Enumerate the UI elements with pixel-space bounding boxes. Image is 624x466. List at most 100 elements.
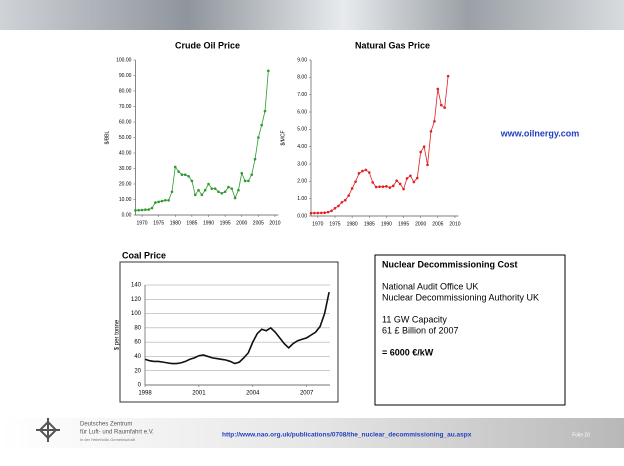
data-point bbox=[137, 208, 141, 212]
y-tick-label: 60 bbox=[134, 340, 141, 346]
data-point bbox=[203, 188, 207, 192]
y-tick-label: 100.00 bbox=[116, 57, 132, 63]
y-tick-label: 8.00 bbox=[297, 75, 307, 81]
y-tick-label: 10.00 bbox=[119, 197, 132, 203]
data-point bbox=[193, 193, 197, 197]
slide-number: Folie 20 bbox=[572, 432, 590, 438]
website: www.oilnergy.com bbox=[500, 128, 580, 138]
data-point bbox=[374, 185, 378, 189]
y-tick-label: 100 bbox=[131, 311, 142, 317]
x-tick-label: 2000 bbox=[415, 221, 426, 227]
x-tick-label: 1975 bbox=[329, 221, 340, 227]
data-point bbox=[250, 173, 254, 176]
nuclear-line: National Audit Office UK bbox=[382, 281, 478, 291]
data-point bbox=[257, 136, 260, 139]
data-point bbox=[436, 87, 440, 91]
header-band bbox=[0, 0, 624, 30]
data-point bbox=[230, 187, 234, 190]
data-point bbox=[412, 180, 416, 184]
data-point bbox=[253, 157, 257, 161]
x-tick-label: 1980 bbox=[347, 221, 358, 227]
data-point bbox=[398, 182, 402, 186]
y-tick-label: 90.00 bbox=[119, 73, 132, 79]
data-point bbox=[220, 192, 224, 195]
data-point bbox=[388, 186, 392, 189]
data-point bbox=[439, 103, 443, 107]
data-point bbox=[237, 188, 240, 192]
nuclear-line: Nuclear Decommissioning Authority UK bbox=[382, 292, 539, 302]
data-point bbox=[405, 177, 409, 180]
x-tick-label: 1998 bbox=[138, 391, 152, 397]
data-point bbox=[177, 170, 180, 173]
axes bbox=[135, 60, 279, 216]
x-tick-label: 1995 bbox=[398, 221, 409, 227]
data-point bbox=[140, 208, 144, 212]
y-tick-label: 80 bbox=[134, 325, 141, 331]
x-tick-label: 1970 bbox=[312, 221, 323, 227]
y-tick-label: 1.00 bbox=[297, 196, 307, 202]
y-tick-label: 40 bbox=[134, 354, 141, 360]
data-point bbox=[154, 201, 157, 204]
data-point bbox=[223, 190, 227, 194]
data-point bbox=[173, 165, 177, 169]
org-line: in der Helmholtz-Gemeinschaft bbox=[80, 437, 136, 442]
data-point bbox=[340, 201, 344, 204]
x-tick-label: 2007 bbox=[300, 391, 314, 397]
data-point bbox=[144, 208, 147, 212]
data-point bbox=[378, 185, 381, 189]
data-point bbox=[371, 181, 375, 184]
data-point bbox=[190, 179, 194, 183]
y-tick-label: 0.00 bbox=[297, 213, 307, 219]
y-tick-label: 3.00 bbox=[297, 161, 307, 167]
data-point bbox=[426, 163, 429, 167]
data-point bbox=[354, 180, 357, 183]
data-point bbox=[367, 171, 371, 174]
data-point bbox=[409, 174, 412, 178]
data-point bbox=[350, 187, 354, 190]
data-point bbox=[347, 194, 351, 197]
data-point bbox=[240, 171, 244, 175]
data-point bbox=[233, 196, 237, 200]
data-point bbox=[170, 190, 174, 194]
coal-frame bbox=[119, 261, 339, 403]
source-url[interactable]: http://www.nao.org.uk/publications/0708/… bbox=[222, 432, 472, 439]
data-point bbox=[267, 69, 270, 73]
data-point bbox=[364, 168, 368, 172]
x-tick-label: 1980 bbox=[170, 220, 181, 226]
nuclear-box bbox=[374, 254, 566, 406]
y-tick-label: 9.00 bbox=[297, 57, 307, 63]
data-point bbox=[433, 120, 436, 123]
y-tick-label: 140 bbox=[131, 283, 142, 289]
data-point bbox=[316, 211, 320, 215]
y-tick-label: 0.00 bbox=[122, 212, 132, 218]
y-tick-label: 40.00 bbox=[119, 150, 132, 156]
data-point bbox=[333, 206, 337, 210]
x-tick-label: 1975 bbox=[153, 220, 164, 226]
y-axis-label: $/MCF bbox=[280, 131, 286, 146]
x-tick-label: 2000 bbox=[236, 220, 247, 226]
data-point bbox=[200, 193, 204, 197]
data-point bbox=[134, 209, 137, 212]
data-line bbox=[144, 291, 330, 365]
y-tick-label: 20 bbox=[134, 368, 141, 374]
data-point bbox=[323, 211, 327, 215]
x-tick-label: 1990 bbox=[381, 221, 392, 227]
data-point bbox=[337, 204, 340, 208]
data-point bbox=[385, 185, 388, 188]
y-tick-label: 0 bbox=[138, 383, 142, 389]
x-tick-label: 1985 bbox=[364, 221, 375, 227]
y-tick-label: 4.00 bbox=[297, 144, 307, 150]
data-point bbox=[443, 106, 446, 109]
nuclear-result: = 6000 €/kW bbox=[382, 347, 434, 357]
data-point bbox=[446, 74, 450, 78]
data-point bbox=[147, 208, 150, 211]
data-point bbox=[395, 179, 398, 182]
data-point bbox=[157, 200, 160, 204]
chart-title: Crude Oil Price bbox=[175, 40, 240, 50]
y-axis-label: $/BBL bbox=[105, 130, 111, 144]
data-point bbox=[167, 198, 170, 202]
x-tick-label: 2005 bbox=[253, 220, 264, 226]
data-point bbox=[217, 190, 220, 194]
x-tick-label: 1970 bbox=[136, 220, 147, 226]
